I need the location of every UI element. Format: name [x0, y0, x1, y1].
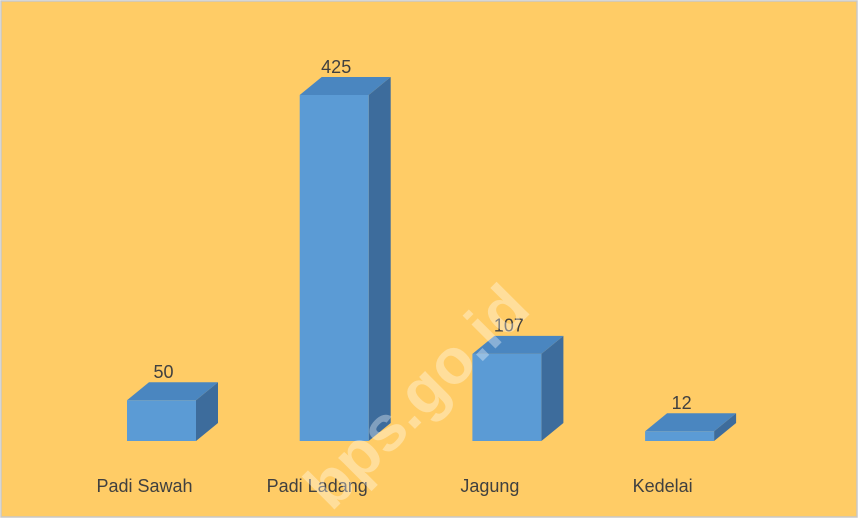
bar-side [714, 413, 737, 441]
value-label: 50 [153, 362, 173, 382]
value-label: 107 [494, 316, 524, 336]
bar-top [645, 413, 737, 432]
bar-front [299, 95, 369, 441]
value-label: 12 [672, 393, 692, 413]
x-tick-label: Padi Ladang [267, 476, 368, 496]
bar-side [541, 335, 564, 441]
x-tick-label: Jagung [460, 476, 519, 496]
bar [645, 413, 737, 441]
bar-side [196, 382, 218, 441]
bar-top [127, 382, 218, 401]
x-tick-label: Padi Sawah [96, 476, 192, 496]
bar-side [368, 77, 391, 441]
x-tick-label: Kedelai [633, 476, 693, 496]
bar-front [645, 431, 715, 441]
bar [299, 77, 391, 441]
bar-front [127, 400, 196, 441]
bar [127, 382, 218, 441]
bar [472, 335, 564, 441]
bar-front [472, 353, 542, 441]
bar-top [299, 77, 391, 95]
bar-top [472, 335, 564, 354]
value-label: 425 [321, 57, 351, 77]
